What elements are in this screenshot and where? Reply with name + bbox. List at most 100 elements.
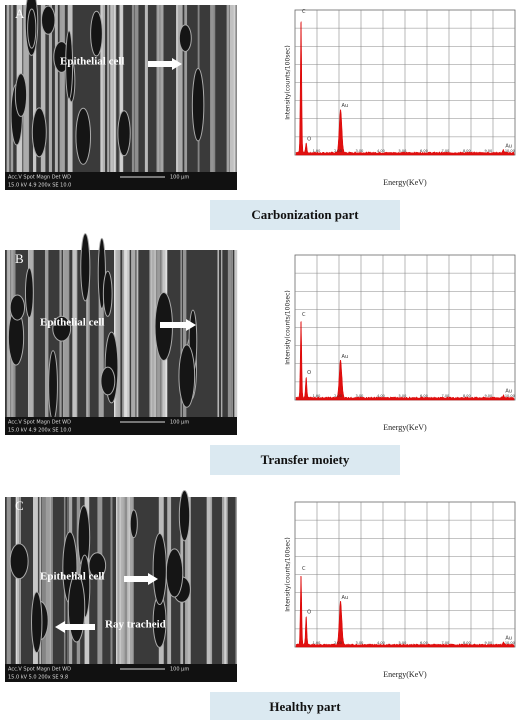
fiber bbox=[115, 250, 120, 417]
fiber bbox=[116, 497, 122, 664]
cell-lumen bbox=[9, 543, 29, 580]
caption: Healthy part bbox=[269, 699, 341, 714]
scale-label: 100 μm bbox=[170, 667, 189, 673]
cell-lumen bbox=[178, 490, 191, 542]
cell-lumen bbox=[152, 532, 167, 606]
fiber bbox=[156, 5, 159, 172]
x-tick-label: 7.00 bbox=[441, 394, 449, 398]
spectrum-fill bbox=[295, 21, 515, 156]
x-tick-label: 6.00 bbox=[420, 149, 428, 153]
fiber bbox=[158, 5, 164, 172]
peak-label: Au bbox=[505, 389, 512, 395]
panel-label: B bbox=[15, 251, 24, 266]
info-header: Acc.V Spot Magn Det WD bbox=[8, 175, 71, 181]
x-tick-label: 3.00 bbox=[356, 149, 364, 153]
cell-lumen bbox=[31, 107, 47, 158]
fiber bbox=[226, 5, 230, 172]
annotation: Ray tracheid bbox=[105, 619, 166, 631]
fiber bbox=[48, 5, 52, 172]
spectrum-fill bbox=[295, 575, 515, 648]
fiber bbox=[131, 5, 135, 172]
fiber bbox=[120, 497, 125, 664]
cell-lumen bbox=[165, 548, 184, 598]
x-tick-label: 5.00 bbox=[399, 641, 407, 645]
fiber bbox=[176, 5, 179, 172]
x-tick-label: 5.00 bbox=[399, 149, 407, 153]
eds-spectrum: C O Au Au 1.00 2.00 3.00 4.00 5.00 6.00 7.00 8.00 9.… bbox=[285, 254, 516, 432]
y-axis-label: Intensity(counts/100sec) bbox=[285, 45, 292, 119]
fiber bbox=[210, 5, 214, 172]
arrow bbox=[55, 621, 95, 633]
fiber bbox=[45, 497, 52, 664]
sem-image: Acc.V Spot Magn Det WD 15.0 kV 4.9 200x S… bbox=[5, 233, 238, 435]
fiber bbox=[114, 250, 117, 417]
x-tick-label: 6.00 bbox=[420, 394, 428, 398]
fiber bbox=[144, 5, 148, 172]
x-tick-label: 9.00 bbox=[484, 394, 492, 398]
cell-lumen bbox=[75, 107, 92, 165]
cell-lumen bbox=[31, 591, 43, 654]
info-header: Acc.V Spot Magn Det WD bbox=[8, 420, 71, 426]
fiber bbox=[231, 250, 234, 417]
cell-lumen bbox=[48, 350, 58, 421]
peak-label: O bbox=[307, 610, 311, 616]
x-tick-label: 1.00 bbox=[313, 641, 321, 645]
fiber bbox=[206, 497, 211, 664]
annotation: Epithelial cell bbox=[40, 317, 104, 329]
arrow bbox=[160, 319, 196, 331]
info-header: Acc.V Spot Magn Det WD bbox=[8, 667, 71, 673]
fiber bbox=[234, 250, 238, 417]
panel-label: A bbox=[15, 6, 25, 21]
cell-lumen bbox=[24, 267, 34, 318]
cell-lumen bbox=[9, 294, 26, 321]
fiber bbox=[107, 5, 109, 172]
cell-lumen bbox=[67, 573, 86, 643]
fiber bbox=[113, 5, 116, 172]
x-tick-label: 4.00 bbox=[377, 394, 385, 398]
x-tick-label: 2.00 bbox=[334, 394, 342, 398]
x-tick-label: 9.00 bbox=[484, 149, 492, 153]
peak-label: O bbox=[307, 136, 311, 142]
sem-image: Acc.V Spot Magn Det WD 15.0 kV 5.0 200x S… bbox=[5, 490, 237, 682]
sem-image: Acc.V Spot Magn Det WD 15.0 kV 4.9 200x S… bbox=[5, 0, 237, 190]
info-bar bbox=[5, 417, 237, 435]
eds-spectrum: C O Au Au 1.00 2.00 3.00 4.00 5.00 6.00 7.00 8.00 9.… bbox=[285, 501, 516, 679]
x-tick-label: 8.00 bbox=[463, 641, 471, 645]
info-bar bbox=[5, 172, 237, 190]
fiber bbox=[229, 5, 236, 172]
cell-lumen bbox=[41, 5, 56, 35]
fiber bbox=[33, 5, 37, 172]
cell-lumen bbox=[65, 30, 74, 100]
y-axis-label: Intensity(counts/100sec) bbox=[285, 537, 292, 611]
fiber bbox=[44, 250, 49, 417]
annotation: Epithelial cell bbox=[60, 56, 124, 68]
sem-background bbox=[5, 250, 237, 435]
x-tick-label: 3.00 bbox=[356, 394, 364, 398]
caption: Transfer moiety bbox=[261, 452, 350, 467]
cell-lumen bbox=[52, 315, 72, 342]
fiber bbox=[98, 250, 104, 417]
x-axis-label: Energy(KeV) bbox=[383, 423, 427, 432]
x-tick-label: 10.00 bbox=[505, 149, 515, 153]
cell-lumen bbox=[90, 10, 103, 57]
x-tick-label: 2.00 bbox=[334, 641, 342, 645]
caption-box bbox=[210, 200, 400, 230]
fiber bbox=[235, 497, 237, 664]
fiber bbox=[184, 5, 188, 172]
x-tick-label: 1.00 bbox=[313, 149, 321, 153]
peak-label: Au bbox=[505, 636, 512, 642]
panel-label: C bbox=[15, 498, 24, 513]
info-values: 15.0 kV 5.0 200x SE 9.8 bbox=[8, 675, 68, 681]
fiber bbox=[6, 497, 11, 664]
fiber bbox=[49, 497, 53, 664]
y-axis-label: Intensity(counts/100sec) bbox=[285, 290, 292, 364]
fiber bbox=[86, 250, 89, 417]
fiber bbox=[54, 5, 58, 172]
cell-lumen bbox=[80, 233, 91, 302]
arrow bbox=[124, 573, 158, 585]
fiber bbox=[149, 250, 152, 417]
x-tick-label: 7.00 bbox=[441, 149, 449, 153]
cell-lumen bbox=[191, 68, 205, 142]
fiber bbox=[131, 250, 136, 417]
x-tick-label: 8.00 bbox=[463, 394, 471, 398]
